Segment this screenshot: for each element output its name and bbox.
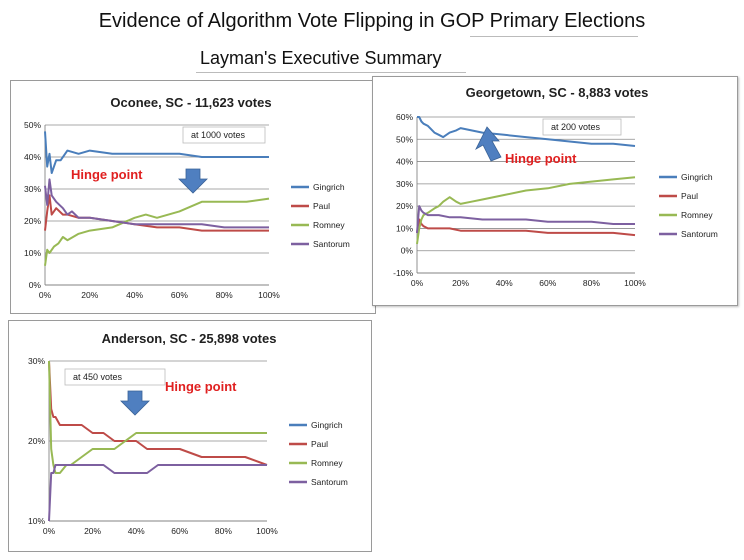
legend-label-paul: Paul [311, 439, 328, 449]
annotation-text: at 450 votes [73, 372, 123, 382]
series-line-gingrich [417, 116, 636, 147]
y-tick-label: 10% [24, 248, 41, 258]
chart-title: Oconee, SC - 11,623 votes [110, 95, 271, 110]
x-tick-label: 0% [411, 278, 424, 288]
y-tick-label: 20% [28, 436, 45, 446]
series-line-romney [416, 176, 636, 245]
hinge-point-label: Hinge point [165, 379, 237, 394]
y-tick-label: 50% [396, 134, 413, 144]
x-tick-label: 0% [43, 526, 56, 536]
y-tick-label: 0% [29, 280, 42, 290]
series-line-santorum [416, 205, 635, 233]
hinge-point-label: Hinge point [71, 167, 143, 182]
x-tick-label: 80% [215, 526, 232, 536]
chart-panel-anderson: Anderson, SC - 25,898 votes 10% 20% 30% 0% 20… [8, 320, 372, 552]
x-tick-label: 20% [452, 278, 469, 288]
annotation-box [542, 118, 622, 136]
x-tick-label: 0% [39, 290, 52, 300]
x-tick-label: 60% [171, 526, 188, 536]
y-tick-label: 20% [396, 201, 413, 211]
subtitle-underline [196, 72, 466, 73]
annotation-text: at 1000 votes [191, 130, 246, 140]
y-tick-label: 40% [396, 157, 413, 167]
legend-label-romney: Romney [681, 210, 713, 220]
x-tick-label: 80% [216, 290, 233, 300]
annotation-box [64, 368, 166, 386]
series-line-santorum [48, 464, 267, 522]
chart-panel-georgetown: Georgetown, SC - 8,883 votes -10% 0% 10% 20%… [372, 76, 738, 306]
annotation-box [182, 126, 266, 144]
hinge-arrow-icon [120, 390, 150, 416]
x-tick-label: 40% [128, 526, 145, 536]
legend-label-romney: Romney [313, 220, 345, 230]
y-tick-label: 0% [401, 246, 414, 256]
page-title: Evidence of Algorithm Vote Flipping in G… [98, 10, 646, 32]
y-tick-label: 40% [24, 152, 41, 162]
hinge-arrow-icon [178, 168, 208, 194]
y-tick-label: 10% [396, 223, 413, 233]
y-tick-label: 20% [24, 216, 41, 226]
y-tick-label: 30% [28, 356, 45, 366]
chart-title: Anderson, SC - 25,898 votes [102, 331, 277, 346]
series-line-romney [44, 197, 270, 266]
series-line-romney [48, 360, 267, 474]
x-tick-label: 60% [539, 278, 556, 288]
y-tick-label: 30% [24, 184, 41, 194]
x-tick-label: 60% [171, 290, 188, 300]
legend-label-gingrich: Gingrich [681, 172, 713, 182]
y-tick-label: 50% [24, 120, 41, 130]
x-tick-label: 80% [583, 278, 600, 288]
legend-label-santorum: Santorum [681, 229, 718, 239]
x-tick-label: 40% [126, 290, 143, 300]
series-line-paul [416, 218, 636, 237]
legend-label-santorum: Santorum [313, 239, 350, 249]
annotation-text: at 200 votes [551, 122, 601, 132]
y-tick-label: -10% [393, 268, 413, 278]
x-tick-label: 100% [258, 290, 280, 300]
legend-label-paul: Paul [681, 191, 698, 201]
chart-anderson: Anderson, SC - 25,898 votes 10% 20% 30% 0% 20… [28, 331, 348, 536]
page-subtitle: Layman's Executive Summary [200, 48, 442, 68]
legend-label-gingrich: Gingrich [311, 420, 343, 430]
series-line-paul [44, 194, 269, 232]
x-tick-label: 20% [81, 290, 98, 300]
x-tick-label: 100% [256, 526, 278, 536]
x-tick-label: 40% [496, 278, 513, 288]
series-line-gingrich [44, 131, 269, 174]
series-line-paul [48, 360, 268, 466]
chart-oconee: Oconee, SC - 11,623 votes 0% 10% 20% 30% 40% 5… [24, 95, 350, 300]
y-tick-label: 60% [396, 112, 413, 122]
x-tick-label: 20% [84, 526, 101, 536]
y-tick-label: 10% [28, 516, 45, 526]
legend-label-romney: Romney [311, 458, 343, 468]
x-tick-label: 100% [624, 278, 646, 288]
chart-georgetown: Georgetown, SC - 8,883 votes-10%0%10%20%… [393, 85, 718, 288]
series-line-santorum [44, 178, 269, 229]
hinge-arrow-icon [475, 126, 502, 162]
chart-panel-oconee: Oconee, SC - 11,623 votes 0% 10% 20% 30% 40% 5… [10, 80, 376, 314]
legend-label-gingrich: Gingrich [313, 182, 345, 192]
legend-label-paul: Paul [313, 201, 330, 211]
y-tick-label: 30% [396, 179, 413, 189]
title-underline [470, 36, 638, 37]
hinge-point-label: Hinge point [505, 151, 577, 166]
legend-label-santorum: Santorum [311, 477, 348, 487]
chart-title: Georgetown, SC - 8,883 votes [466, 85, 649, 100]
